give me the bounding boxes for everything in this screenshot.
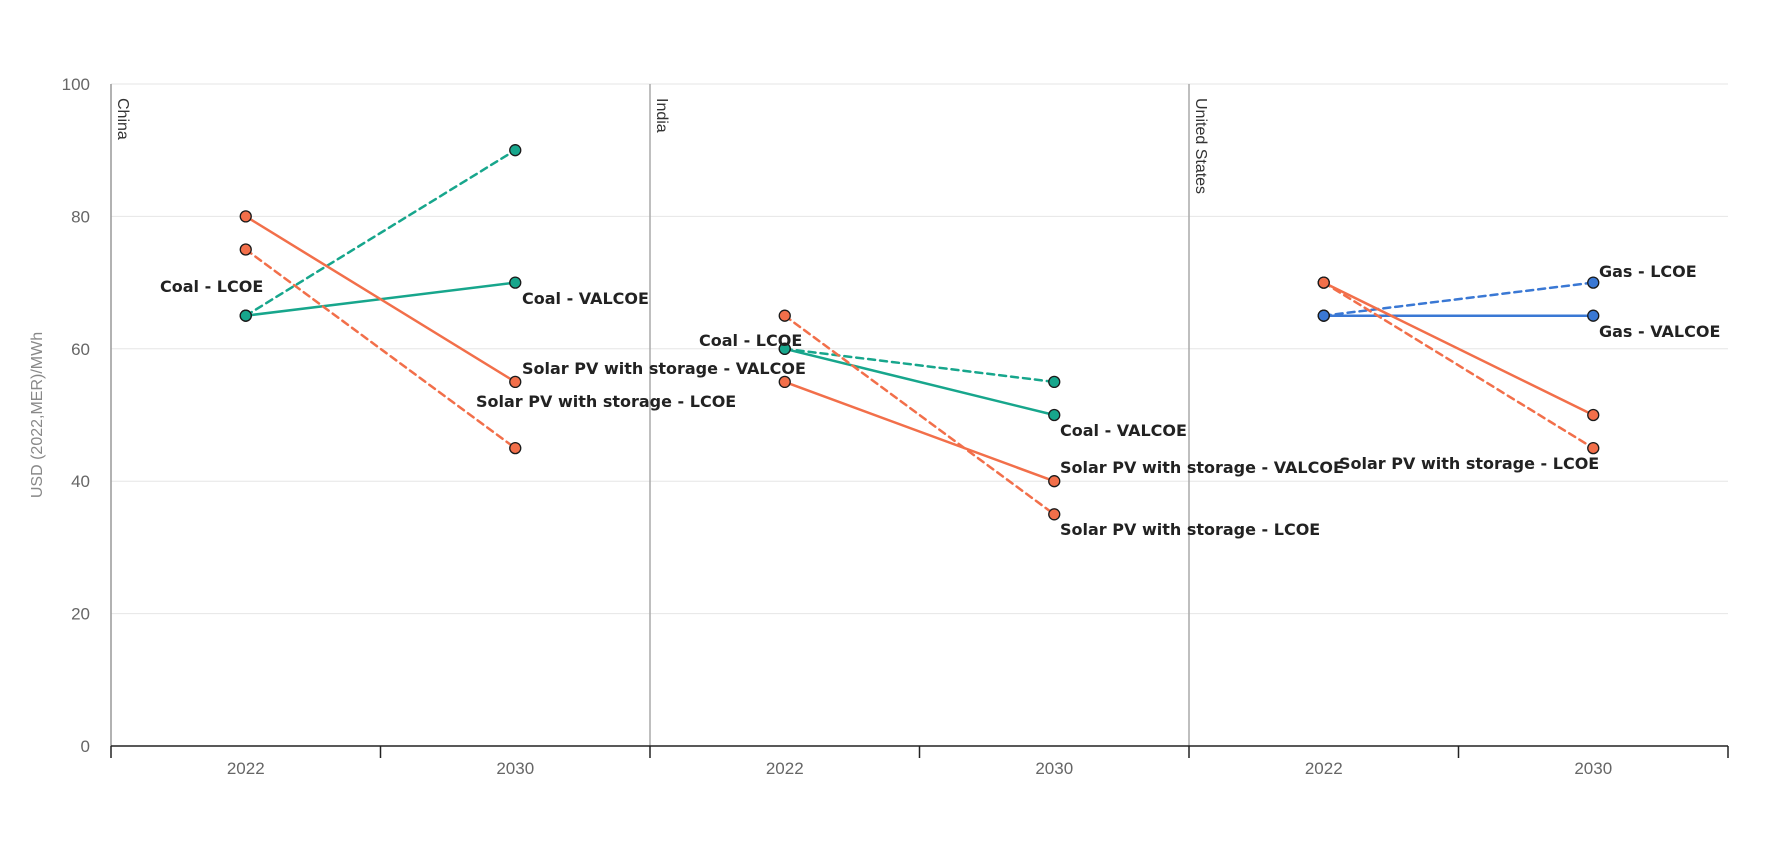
x-tick-label: 2022 bbox=[227, 759, 265, 778]
series-label: Solar PV with storage - VALCOE bbox=[522, 359, 806, 378]
data-point bbox=[1317, 276, 1330, 289]
series-label: Coal - LCOE bbox=[160, 277, 263, 296]
data-point bbox=[509, 144, 522, 157]
data-point bbox=[239, 309, 252, 322]
series-label: Coal - VALCOE bbox=[1060, 421, 1187, 440]
data-point bbox=[1048, 375, 1061, 389]
series-line bbox=[783, 314, 1056, 516]
series-label: Coal - VALCOE bbox=[522, 289, 649, 308]
data-point bbox=[778, 309, 791, 322]
y-tick-label: 100 bbox=[62, 75, 90, 94]
data-point bbox=[778, 375, 791, 389]
data-point bbox=[509, 276, 522, 289]
y-tick-label: 0 bbox=[81, 737, 90, 756]
series-line bbox=[1322, 281, 1595, 417]
data-point bbox=[1587, 309, 1600, 322]
grid-layer bbox=[111, 83, 1728, 615]
data-point bbox=[1587, 408, 1600, 422]
series-label: Solar PV with storage - LCOE bbox=[1339, 454, 1599, 473]
data-point bbox=[509, 441, 522, 455]
x-tick-label: 2030 bbox=[1035, 759, 1073, 778]
series-line bbox=[244, 215, 517, 384]
axis-layer: 0 20 40 60 80 100 USD (2022,MER)/MWh 2022 2030 Ch… bbox=[29, 75, 1729, 778]
series-line bbox=[244, 248, 517, 450]
series-label: Solar PV with storage - LCOE bbox=[1060, 520, 1320, 539]
x-tick-label: 2022 bbox=[766, 759, 804, 778]
series-label: Gas - LCOE bbox=[1599, 262, 1697, 281]
data-point bbox=[509, 375, 522, 389]
data-point bbox=[778, 342, 791, 355]
series-line bbox=[1322, 281, 1595, 450]
x-tick-label: 2030 bbox=[496, 759, 534, 778]
data-point bbox=[1587, 276, 1600, 289]
series-line bbox=[783, 347, 1056, 384]
panel-label: India bbox=[653, 98, 670, 133]
y-tick-label: 80 bbox=[71, 207, 90, 226]
label-layer: Coal - LCOE Coal - VALCOE Solar PV with st… bbox=[160, 262, 1720, 539]
series-label: Solar PV with storage - LCOE bbox=[476, 392, 736, 411]
series-line bbox=[783, 380, 1056, 483]
data-point bbox=[1048, 508, 1061, 521]
series-layer bbox=[239, 144, 1600, 521]
x-tick-label: 2030 bbox=[1574, 759, 1612, 778]
series-line bbox=[783, 347, 1056, 417]
series-line bbox=[1322, 281, 1595, 317]
y-tick-label: 60 bbox=[71, 340, 90, 359]
series-label: Coal - LCOE bbox=[699, 331, 802, 350]
series-line bbox=[244, 148, 517, 317]
y-tick-label: 40 bbox=[71, 472, 90, 491]
x-tick-label: 2022 bbox=[1305, 759, 1343, 778]
data-point bbox=[1587, 441, 1600, 455]
series-label: Solar PV with storage - VALCOE bbox=[1060, 458, 1344, 477]
panel-label: United States bbox=[1192, 98, 1209, 194]
data-point bbox=[1048, 475, 1061, 488]
data-point bbox=[1317, 309, 1330, 322]
y-axis-title: USD (2022,MER)/MWh bbox=[29, 332, 46, 498]
data-point bbox=[1048, 408, 1061, 422]
panel-label: China bbox=[114, 98, 131, 140]
series-label: Gas - VALCOE bbox=[1599, 322, 1720, 341]
data-point bbox=[239, 210, 252, 223]
y-tick-label: 20 bbox=[71, 605, 90, 624]
data-point bbox=[239, 243, 252, 256]
